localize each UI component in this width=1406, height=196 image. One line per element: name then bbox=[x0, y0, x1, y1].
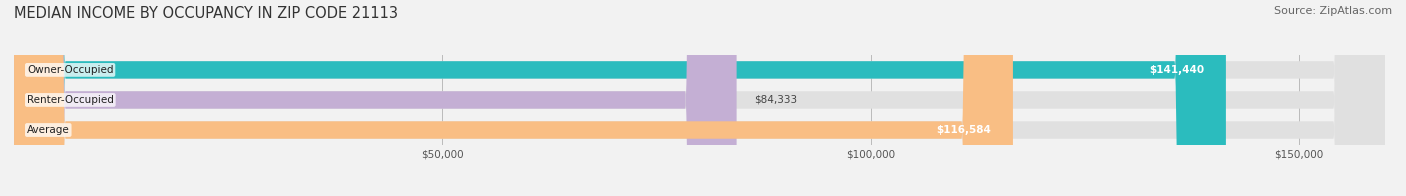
Text: MEDIAN INCOME BY OCCUPANCY IN ZIP CODE 21113: MEDIAN INCOME BY OCCUPANCY IN ZIP CODE 2… bbox=[14, 6, 398, 21]
FancyBboxPatch shape bbox=[14, 0, 1226, 196]
Text: Average: Average bbox=[27, 125, 70, 135]
Text: $116,584: $116,584 bbox=[936, 125, 991, 135]
FancyBboxPatch shape bbox=[14, 0, 1385, 196]
FancyBboxPatch shape bbox=[14, 0, 737, 196]
Text: $84,333: $84,333 bbox=[754, 95, 797, 105]
FancyBboxPatch shape bbox=[14, 0, 1385, 196]
Text: $141,440: $141,440 bbox=[1149, 65, 1205, 75]
FancyBboxPatch shape bbox=[14, 0, 1385, 196]
FancyBboxPatch shape bbox=[14, 0, 1012, 196]
Text: Source: ZipAtlas.com: Source: ZipAtlas.com bbox=[1274, 6, 1392, 16]
Text: Renter-Occupied: Renter-Occupied bbox=[27, 95, 114, 105]
Text: Owner-Occupied: Owner-Occupied bbox=[27, 65, 114, 75]
